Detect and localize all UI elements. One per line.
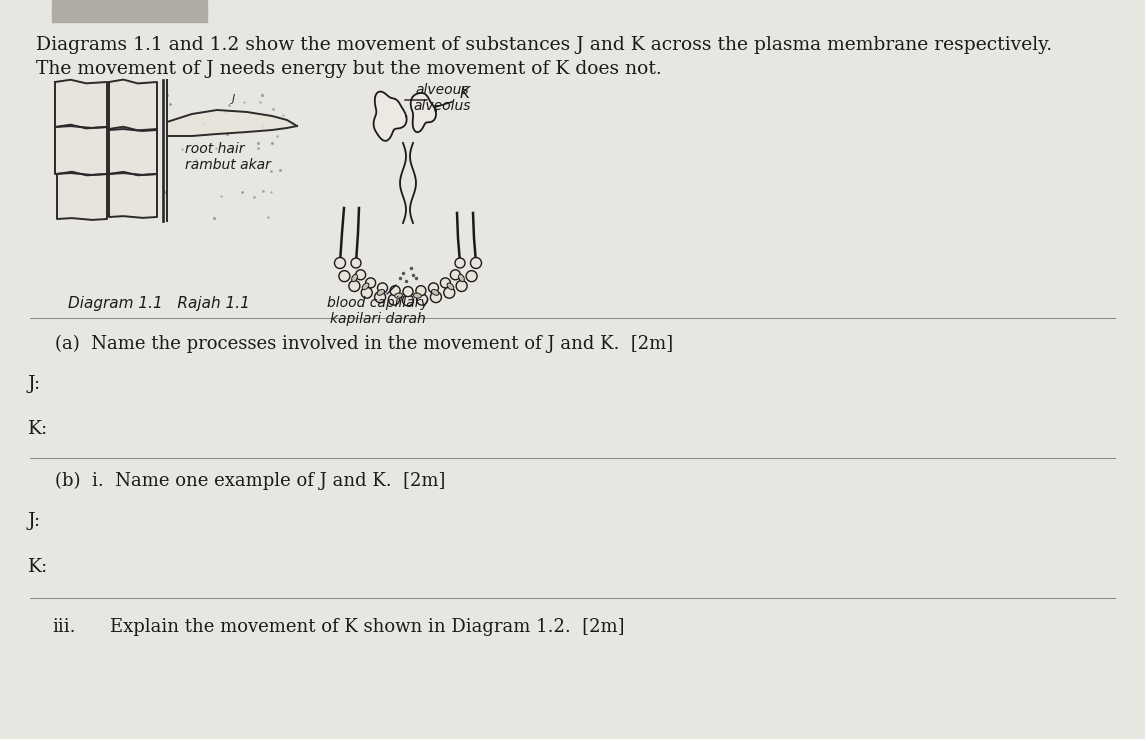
- Circle shape: [349, 281, 360, 291]
- Circle shape: [417, 294, 427, 305]
- Circle shape: [388, 294, 400, 305]
- Circle shape: [455, 258, 465, 268]
- Circle shape: [403, 295, 413, 306]
- Bar: [52, 0, 207, 22]
- Circle shape: [339, 270, 350, 282]
- Polygon shape: [411, 93, 436, 132]
- Text: Explain the movement of K shown in Diagram 1.2.  [2m]: Explain the movement of K shown in Diagr…: [110, 618, 624, 636]
- Ellipse shape: [413, 293, 421, 298]
- Text: (a)  Name the processes involved in the movement of J and K.  [2m]: (a) Name the processes involved in the m…: [55, 335, 673, 353]
- Text: K:: K:: [27, 558, 48, 576]
- Ellipse shape: [395, 293, 403, 298]
- Circle shape: [403, 287, 413, 296]
- Polygon shape: [57, 171, 106, 220]
- Text: Diagram 1.1   Rajah 1.1: Diagram 1.1 Rajah 1.1: [68, 296, 250, 311]
- Text: (b)  i.  Name one example of J and K.  [2m]: (b) i. Name one example of J and K. [2m]: [55, 472, 445, 490]
- Circle shape: [416, 286, 426, 296]
- Circle shape: [466, 270, 477, 282]
- Text: The movement of J needs energy but the movement of K does not.: The movement of J needs energy but the m…: [35, 60, 662, 78]
- Circle shape: [456, 281, 467, 291]
- Ellipse shape: [377, 290, 385, 296]
- Text: J:: J:: [27, 375, 41, 393]
- Text: alveous
alveolus: alveous alveolus: [413, 83, 471, 113]
- Polygon shape: [167, 110, 297, 136]
- Ellipse shape: [352, 274, 357, 282]
- Circle shape: [450, 270, 460, 280]
- Circle shape: [374, 292, 386, 302]
- Text: J: J: [232, 94, 235, 104]
- Text: root hair
rambut akar: root hair rambut akar: [185, 142, 271, 172]
- Circle shape: [378, 283, 387, 293]
- Polygon shape: [109, 127, 157, 175]
- Circle shape: [334, 257, 346, 268]
- Circle shape: [361, 287, 372, 299]
- Polygon shape: [109, 172, 157, 218]
- Text: J:: J:: [27, 512, 41, 530]
- Circle shape: [441, 278, 450, 288]
- Circle shape: [471, 257, 482, 268]
- Circle shape: [352, 258, 361, 268]
- Ellipse shape: [447, 283, 453, 290]
- Circle shape: [428, 283, 439, 293]
- Ellipse shape: [362, 283, 369, 290]
- Polygon shape: [373, 92, 406, 141]
- Circle shape: [356, 270, 365, 280]
- Circle shape: [444, 287, 455, 299]
- Polygon shape: [55, 125, 106, 175]
- Text: Diagrams 1.1 and 1.2 show the movement of substances J and K across the plasma m: Diagrams 1.1 and 1.2 show the movement o…: [35, 36, 1052, 54]
- Ellipse shape: [432, 290, 439, 296]
- Circle shape: [431, 292, 442, 302]
- Ellipse shape: [459, 274, 465, 282]
- Polygon shape: [55, 80, 106, 128]
- Circle shape: [365, 278, 376, 288]
- Polygon shape: [109, 80, 157, 131]
- Text: iii.: iii.: [52, 618, 76, 636]
- Text: blood capillary
kapilari darah: blood capillary kapilari darah: [327, 296, 429, 326]
- Text: K: K: [460, 86, 469, 101]
- Circle shape: [390, 286, 400, 296]
- Text: K:: K:: [27, 420, 48, 438]
